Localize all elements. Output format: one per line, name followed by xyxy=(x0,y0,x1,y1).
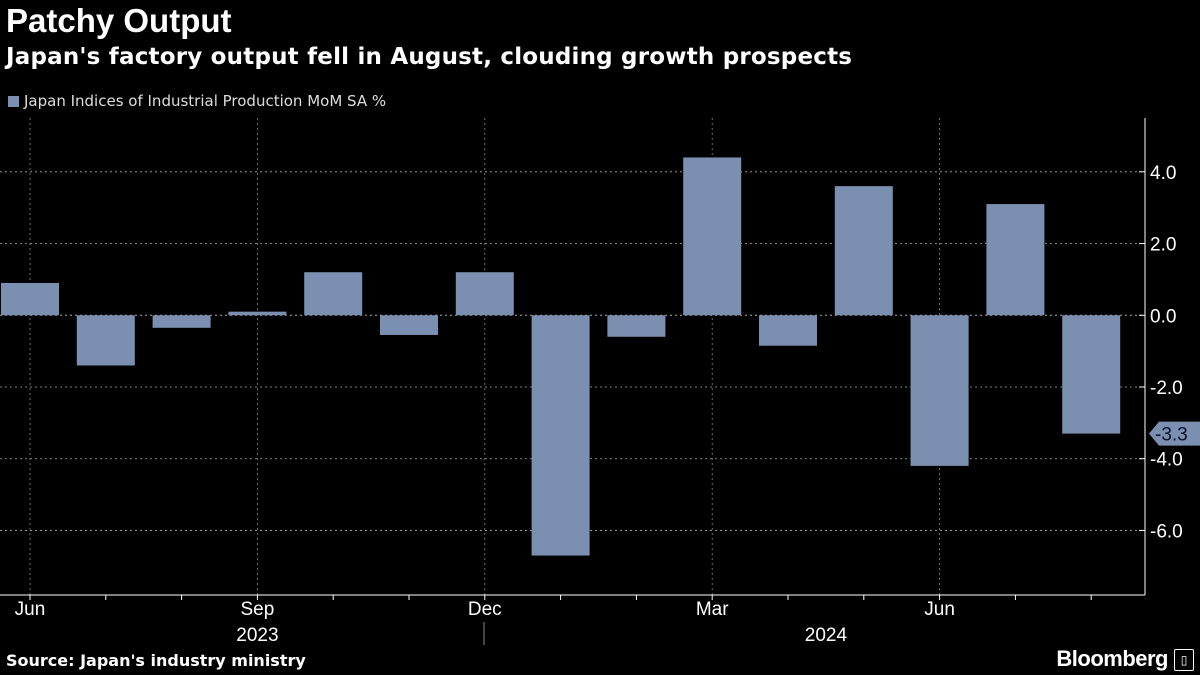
year-label: 2023 xyxy=(236,625,278,646)
x-tick-label: Jun xyxy=(15,599,46,620)
year-label: 2024 xyxy=(805,625,848,646)
y-tick-label: -2.0 xyxy=(1150,378,1183,399)
bar-2024-04 xyxy=(759,315,817,346)
bar-2024-06 xyxy=(910,315,969,466)
bar-2024-05 xyxy=(834,186,893,316)
y-tick-label: -6.0 xyxy=(1150,521,1183,542)
y-tick-label: 4.0 xyxy=(1150,163,1176,184)
bar-2024-03 xyxy=(683,157,742,316)
y-tick-label: 2.0 xyxy=(1150,235,1176,256)
y-tick-label: -4.0 xyxy=(1150,450,1183,471)
legend-swatch xyxy=(8,95,19,107)
bar-2024-02 xyxy=(607,315,666,337)
bar-2023-08 xyxy=(152,315,211,328)
chart-subtitle: Japan's factory output fell in August, c… xyxy=(6,44,853,70)
bar-2023-06 xyxy=(1,282,59,316)
bar-2024-01 xyxy=(531,315,590,556)
bar-2023-09 xyxy=(228,311,287,316)
legend: Japan Indices of Industrial Production M… xyxy=(8,92,386,110)
bar-2023-11 xyxy=(380,315,438,335)
legend-label: Japan Indices of Industrial Production M… xyxy=(24,92,387,110)
last-value-marker xyxy=(1149,421,1200,446)
bar-2024-08 xyxy=(1062,315,1121,434)
bar-2024-07 xyxy=(986,204,1045,316)
bar-2023-10 xyxy=(304,272,363,316)
x-tick-label: Mar xyxy=(696,599,729,620)
brand-logo: Bloomberg xyxy=(1056,646,1168,671)
chart-title: Patchy Output xyxy=(6,2,232,39)
last-value-label: -3.3 xyxy=(1155,425,1188,446)
bar-2023-12 xyxy=(455,272,514,316)
bar-2023-07 xyxy=(76,315,135,366)
x-tick-label: Dec xyxy=(468,599,502,620)
x-tick-label: Sep xyxy=(240,599,274,620)
source-note: Source: Japan's industry ministry xyxy=(6,651,306,670)
y-tick-label: 0.0 xyxy=(1150,306,1176,327)
terminal-icon: ▯ xyxy=(1174,649,1194,671)
x-tick-label: Jun xyxy=(924,599,955,620)
